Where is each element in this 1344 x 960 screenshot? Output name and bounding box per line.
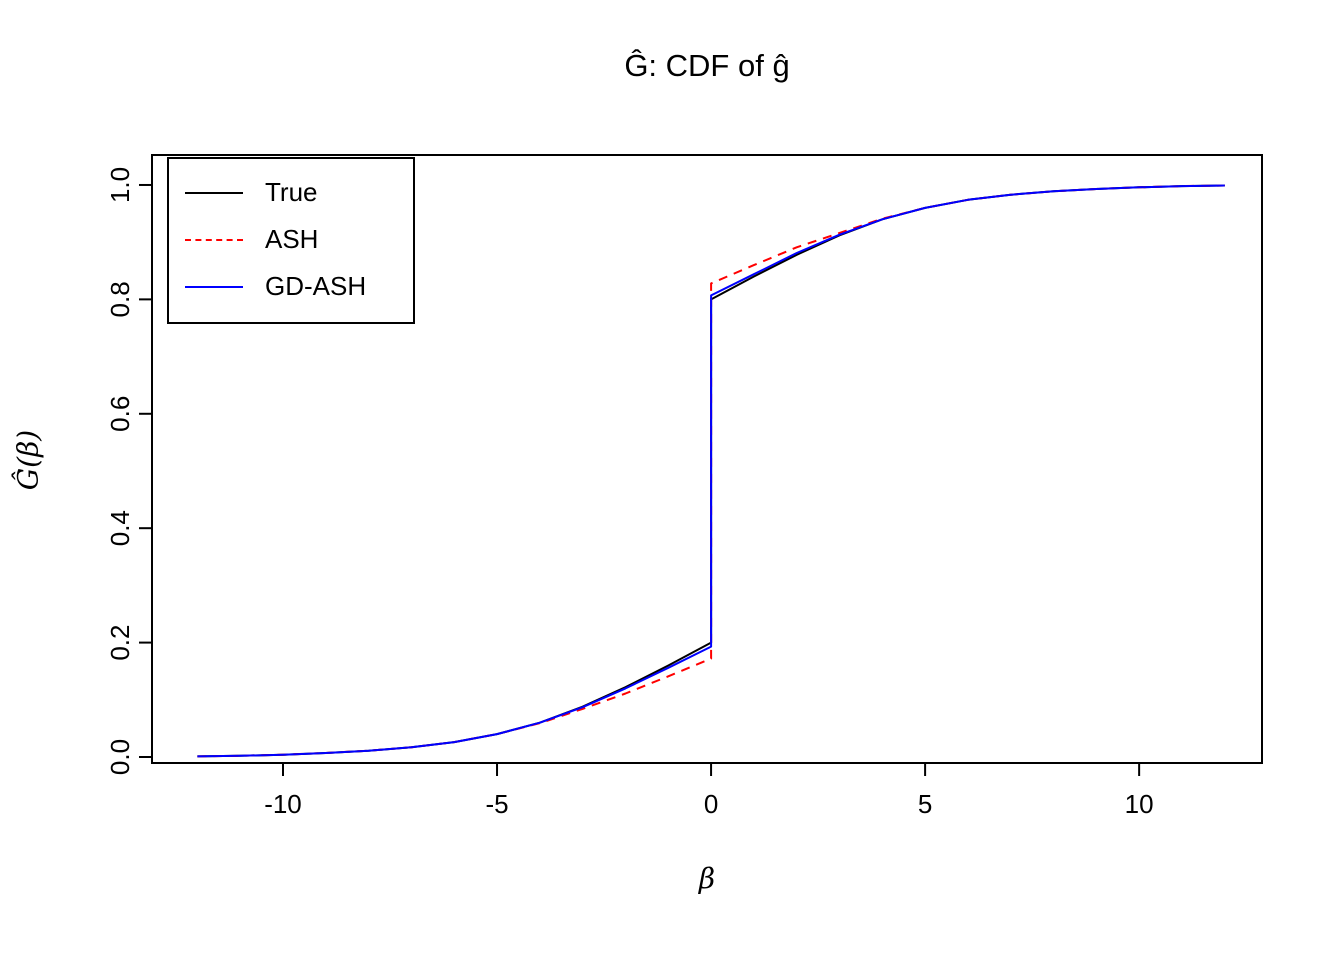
x-tick-label: 10 <box>1125 789 1154 819</box>
legend-line-sample-gd-ash <box>185 285 243 288</box>
legend-line-sample-ash <box>185 238 243 241</box>
legend-item-ash: ASH <box>185 216 413 263</box>
curve-gd-ash <box>197 184 1225 758</box>
x-axis-label: β <box>698 862 716 895</box>
legend-label-gd-ash: GD-ASH <box>265 271 367 301</box>
legend-line-sample-true <box>185 191 243 194</box>
legend-label-ash: ASH <box>265 224 319 254</box>
y-tick-label: 1.0 <box>105 167 135 203</box>
x-tick-label: -10 <box>264 789 302 819</box>
y-tick-label: 0.8 <box>105 281 135 317</box>
y-tick-label: 0.4 <box>105 510 135 546</box>
legend-label-true: True <box>265 177 318 207</box>
legend-item-gd-ash: GD-ASH <box>185 263 413 310</box>
y-tick-label: 0.6 <box>105 396 135 432</box>
x-tick-label: 5 <box>918 789 932 819</box>
legend-item-true: True <box>185 169 413 216</box>
x-tick-label: -5 <box>485 789 508 819</box>
chart-title: Ĝ: CDF of ĝ <box>624 48 790 83</box>
x-tick-label: 0 <box>704 789 718 819</box>
y-tick-label: 0.2 <box>105 625 135 661</box>
plot-box <box>151 154 1263 764</box>
y-tick-label: 0.0 <box>105 739 135 775</box>
legend: True ASH GD-ASH <box>167 157 415 324</box>
